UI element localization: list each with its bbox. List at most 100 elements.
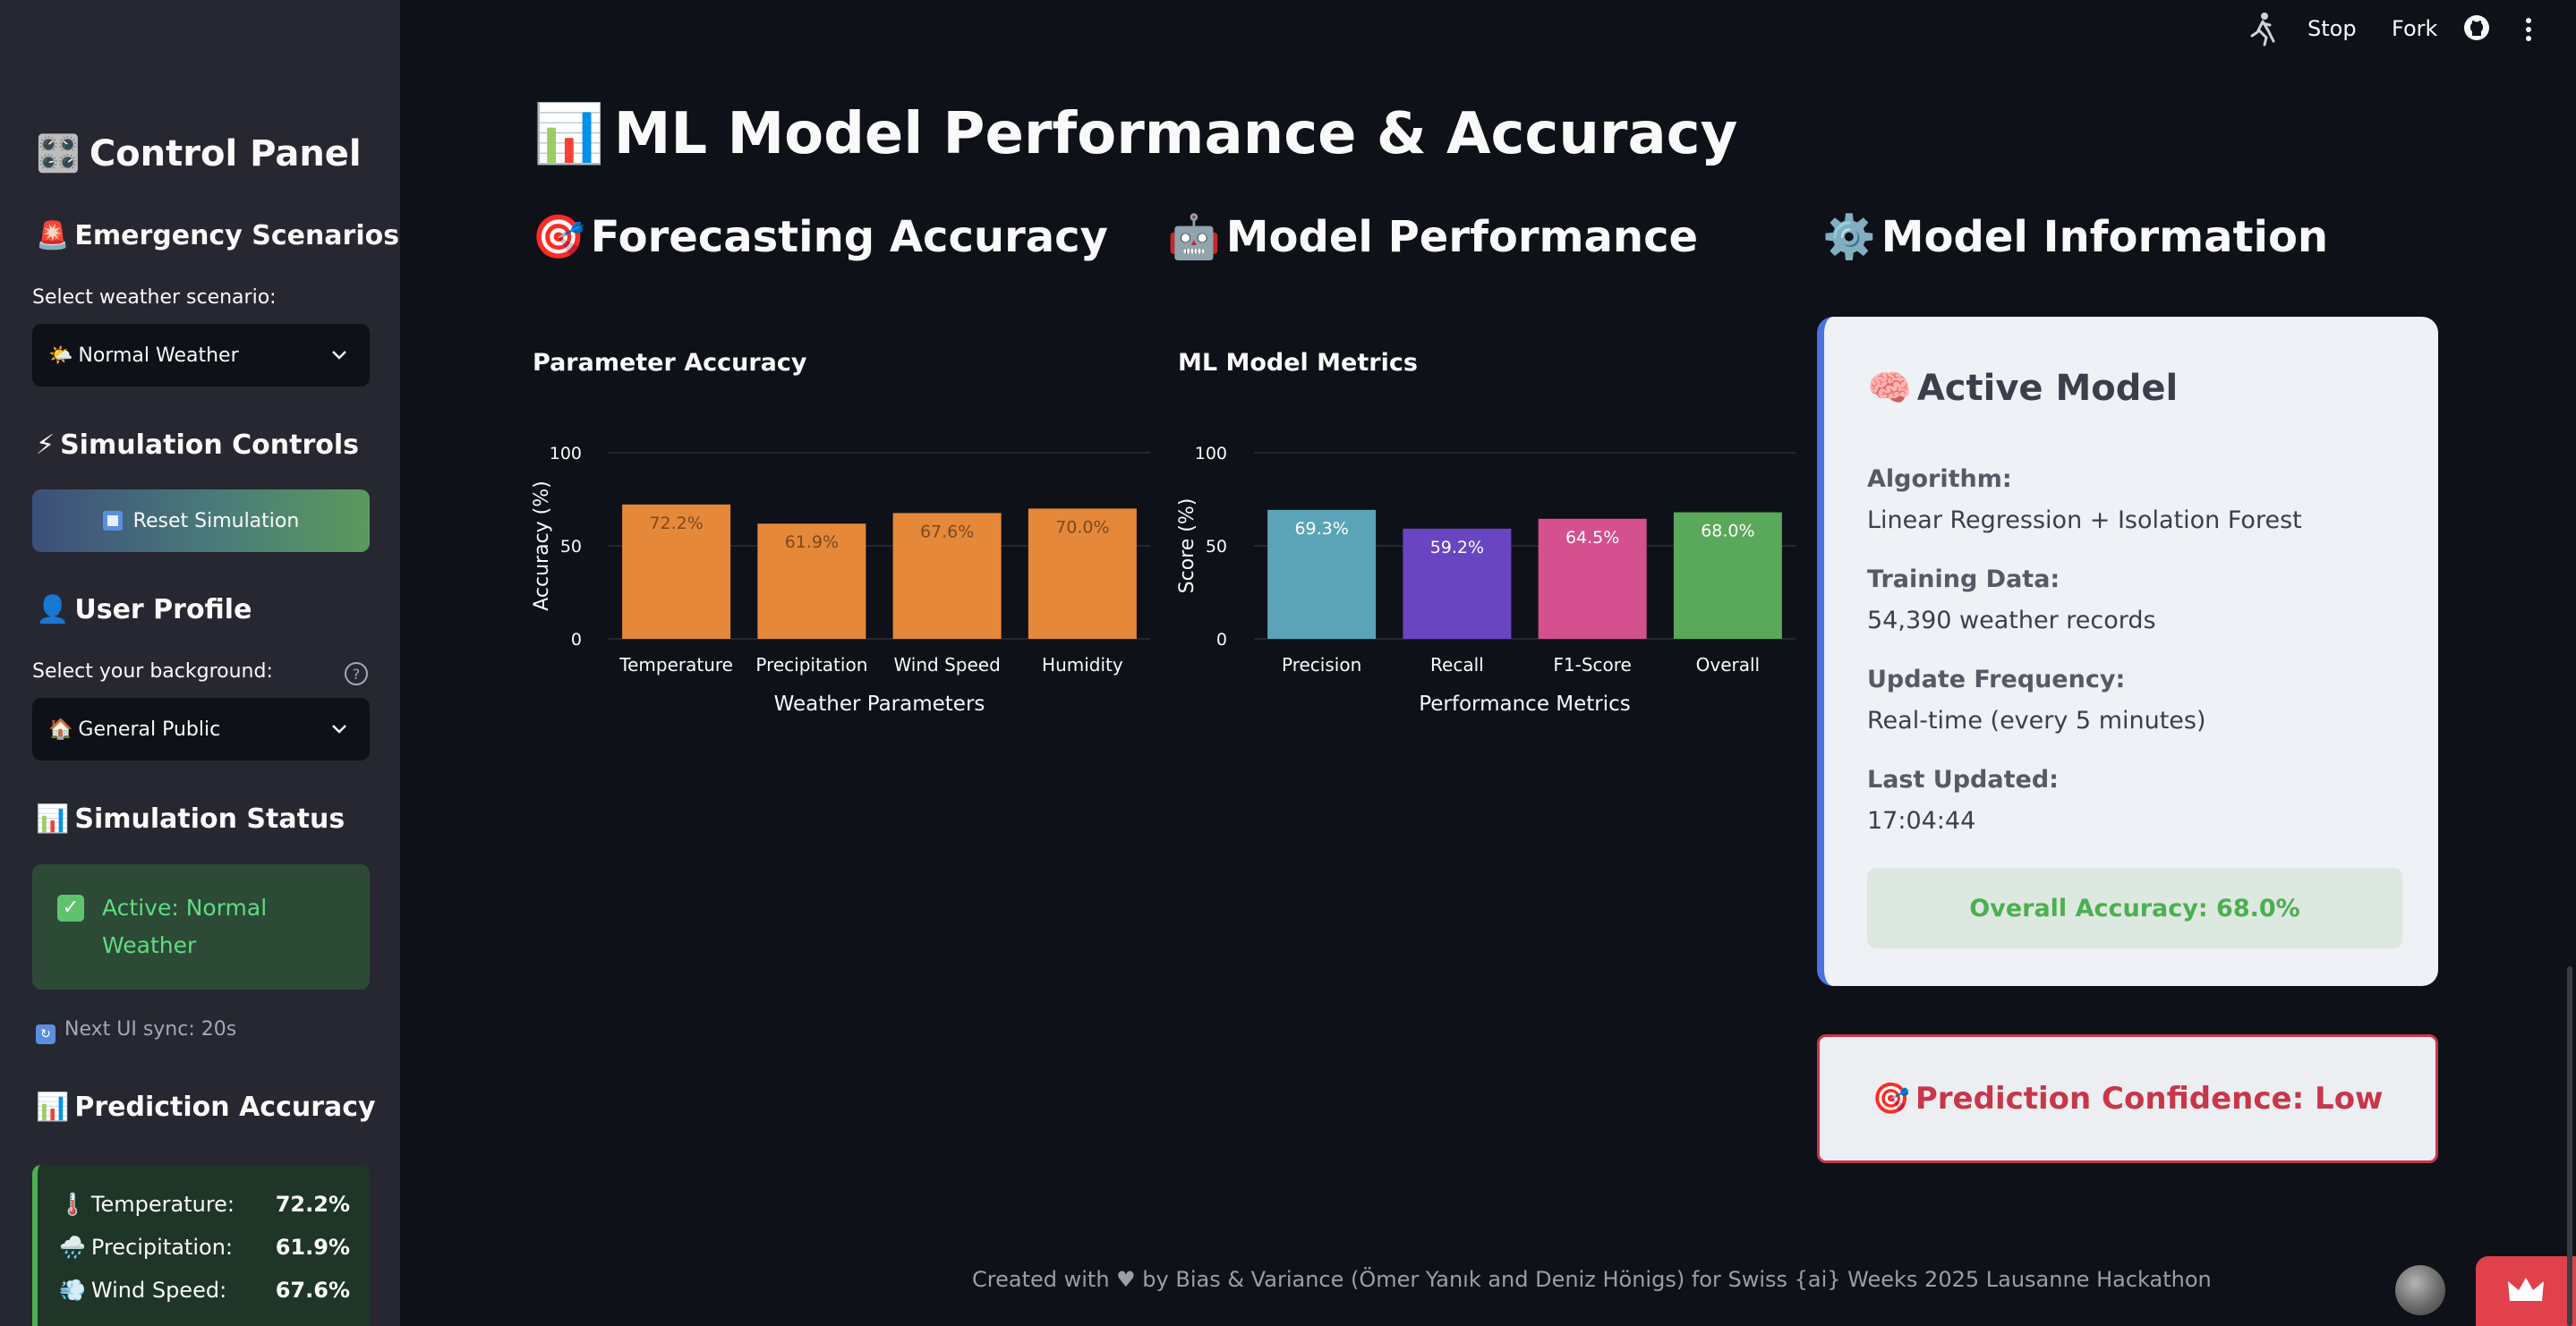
status-text: Active: Normal Weather bbox=[102, 895, 268, 958]
bar-chart-icon: 📊 bbox=[533, 101, 605, 167]
avatar[interactable] bbox=[2395, 1265, 2445, 1315]
simulation-heading-text: Simulation Controls bbox=[60, 429, 360, 461]
accuracy-heading-text: Prediction Accuracy bbox=[74, 1092, 376, 1123]
update-frequency-label: Update Frequency: bbox=[1867, 666, 2126, 693]
running-man-icon bbox=[2250, 13, 2275, 47]
background-select[interactable]: 🏠 General Public bbox=[32, 698, 370, 761]
more-menu-icon[interactable] bbox=[2521, 16, 2537, 43]
parameter-accuracy-chart: 0 50 100 72.2% Temperature 61.9% Precipitation… bbox=[531, 444, 1150, 716]
robot-icon: 🤖 bbox=[1167, 212, 1221, 262]
rain-cloud-icon: 🌧️ bbox=[59, 1235, 86, 1260]
profile-heading: 👤 User Profile bbox=[36, 594, 252, 625]
model-information-heading-text: Model Information bbox=[1881, 212, 2329, 262]
status-badge: ✓ Active: Normal Weather bbox=[32, 864, 370, 990]
background-selected-value: General Public bbox=[78, 718, 221, 741]
accuracy-row-label: Temperature: bbox=[90, 1192, 235, 1217]
brain-icon: 🧠 bbox=[1867, 368, 1912, 409]
algorithm-label: Algorithm: bbox=[1867, 465, 2012, 493]
x-tick-label: Temperature bbox=[618, 654, 733, 676]
crown-icon bbox=[2508, 1278, 2544, 1301]
profile-heading-text: User Profile bbox=[74, 594, 252, 625]
algorithm-value: Linear Regression + Isolation Forest bbox=[1867, 506, 2302, 534]
y-tick-label: 50 bbox=[560, 537, 582, 557]
target-icon: 🎯 bbox=[1872, 1081, 1910, 1117]
chart-bar bbox=[1028, 508, 1137, 639]
bar-value-label: 59.2% bbox=[1430, 538, 1484, 557]
x-axis-title: Performance Metrics bbox=[1419, 693, 1631, 716]
model-performance-heading-text: Model Performance bbox=[1225, 212, 1699, 262]
github-icon[interactable] bbox=[2463, 14, 2490, 41]
chart-bar bbox=[1267, 509, 1377, 639]
refresh-icon: ↻ bbox=[36, 1024, 55, 1044]
fork-button[interactable]: Fork bbox=[2392, 16, 2438, 41]
update-frequency-value: Real-time (every 5 minutes) bbox=[1867, 707, 2206, 735]
active-model-card: 🧠 Active Model Algorithm: Linear Regressi… bbox=[1817, 317, 2438, 986]
chart-bar bbox=[622, 504, 731, 639]
target-icon: 🎯 bbox=[532, 212, 585, 262]
lightning-icon: ⚡ bbox=[36, 429, 55, 461]
forecasting-accuracy-heading-text: Forecasting Accuracy bbox=[590, 212, 1108, 262]
x-tick-label: Recall bbox=[1430, 654, 1484, 676]
sun-cloud-icon: 🌤️ bbox=[48, 344, 73, 367]
x-tick-label: Humidity bbox=[1042, 654, 1123, 676]
accuracy-row-value: 61.9% bbox=[275, 1235, 350, 1260]
page-title: 📊 ML Model Performance & Accuracy bbox=[533, 100, 1737, 167]
chart-title: ML Model Metrics bbox=[1178, 349, 1418, 377]
bar-value-label: 69.3% bbox=[1294, 519, 1348, 539]
siren-icon: 🚨 bbox=[36, 220, 70, 251]
training-data-value: 54,390 weather records bbox=[1867, 607, 2156, 634]
accuracy-row-value: 67.6% bbox=[275, 1278, 350, 1303]
stop-button[interactable]: Stop bbox=[2307, 16, 2357, 41]
chart-bar bbox=[892, 513, 1002, 639]
prediction-confidence-alert: 🎯 Prediction Confidence: Low bbox=[1817, 1034, 2438, 1163]
control-knobs-icon: 🎛️ bbox=[36, 133, 81, 174]
x-tick-label: Precipitation bbox=[755, 654, 867, 676]
chart-bar bbox=[1673, 512, 1782, 639]
accuracy-row-precipitation: 🌧️ Precipitation: 61.9% bbox=[59, 1226, 350, 1269]
footer-credits: Created with ♥ by Bias & Variance (Ömer … bbox=[972, 1267, 2212, 1292]
user-silhouette-icon: 👤 bbox=[36, 594, 70, 625]
simulation-heading: ⚡ Simulation Controls bbox=[36, 429, 359, 461]
training-data-label: Training Data: bbox=[1867, 565, 2060, 593]
bar-value-label: 68.0% bbox=[1701, 522, 1754, 541]
emergency-heading: 🚨 Emergency Scenarios bbox=[36, 220, 399, 251]
scenario-select[interactable]: 🌤️ Normal Weather bbox=[32, 324, 370, 387]
thermometer-icon: 🌡️ bbox=[59, 1192, 86, 1217]
help-icon[interactable]: ? bbox=[345, 662, 368, 685]
x-axis-title: Weather Parameters bbox=[774, 693, 985, 716]
model-performance-heading: 🤖 Model Performance bbox=[1167, 211, 1698, 262]
accuracy-panel: 🌡️ Temperature: 72.2% 🌧️ Precipitation: 61… bbox=[32, 1165, 370, 1326]
sidebar-title-text: Control Panel bbox=[89, 133, 362, 174]
forecasting-accuracy-heading: 🎯 Forecasting Accuracy bbox=[532, 211, 1108, 262]
y-axis-title: Score (%) bbox=[1176, 498, 1198, 594]
wind-icon: 💨 bbox=[59, 1278, 86, 1303]
accuracy-heading: 📊 Prediction Accuracy bbox=[36, 1092, 376, 1123]
scrollbar[interactable] bbox=[2567, 966, 2572, 1326]
y-tick-label: 100 bbox=[550, 444, 582, 463]
accuracy-row-temperature: 🌡️ Temperature: 72.2% bbox=[59, 1183, 350, 1226]
chart-bar bbox=[1538, 518, 1647, 639]
active-model-title-text: Active Model bbox=[1916, 368, 2179, 409]
x-tick-label: F1-Score bbox=[1553, 654, 1631, 676]
bar-value-label: 72.2% bbox=[649, 514, 703, 533]
reset-simulation-label: Reset Simulation bbox=[132, 509, 300, 532]
accuracy-row-wind-speed: 💨 Wind Speed: 67.6% bbox=[59, 1269, 350, 1312]
bar-chart-icon: 📊 bbox=[36, 803, 70, 835]
prediction-confidence-text: Prediction Confidence: Low bbox=[1915, 1081, 2384, 1117]
page-title-text: ML Model Performance & Accuracy bbox=[613, 101, 1738, 167]
x-tick-label: Precision bbox=[1282, 654, 1361, 676]
accuracy-row-label: Wind Speed: bbox=[90, 1278, 227, 1303]
last-updated-value: 17:04:44 bbox=[1867, 807, 1976, 835]
reset-simulation-button[interactable]: Reset Simulation bbox=[32, 489, 370, 552]
sidebar-title: 🎛️ Control Panel bbox=[36, 132, 362, 174]
model-information-heading: ⚙️ Model Information bbox=[1822, 211, 2328, 262]
stop-square-icon bbox=[102, 511, 123, 531]
x-tick-label: Overall bbox=[1696, 654, 1760, 676]
check-icon: ✓ bbox=[57, 895, 84, 922]
y-tick-label: 50 bbox=[1206, 537, 1227, 557]
streamlit-crown-button[interactable] bbox=[2476, 1256, 2576, 1326]
active-model-title: 🧠 Active Model bbox=[1867, 367, 2178, 409]
status-heading: 📊 Simulation Status bbox=[36, 803, 345, 835]
sidebar: 🎛️ Control Panel 🚨 Emergency Scenarios Sel… bbox=[0, 0, 400, 1326]
